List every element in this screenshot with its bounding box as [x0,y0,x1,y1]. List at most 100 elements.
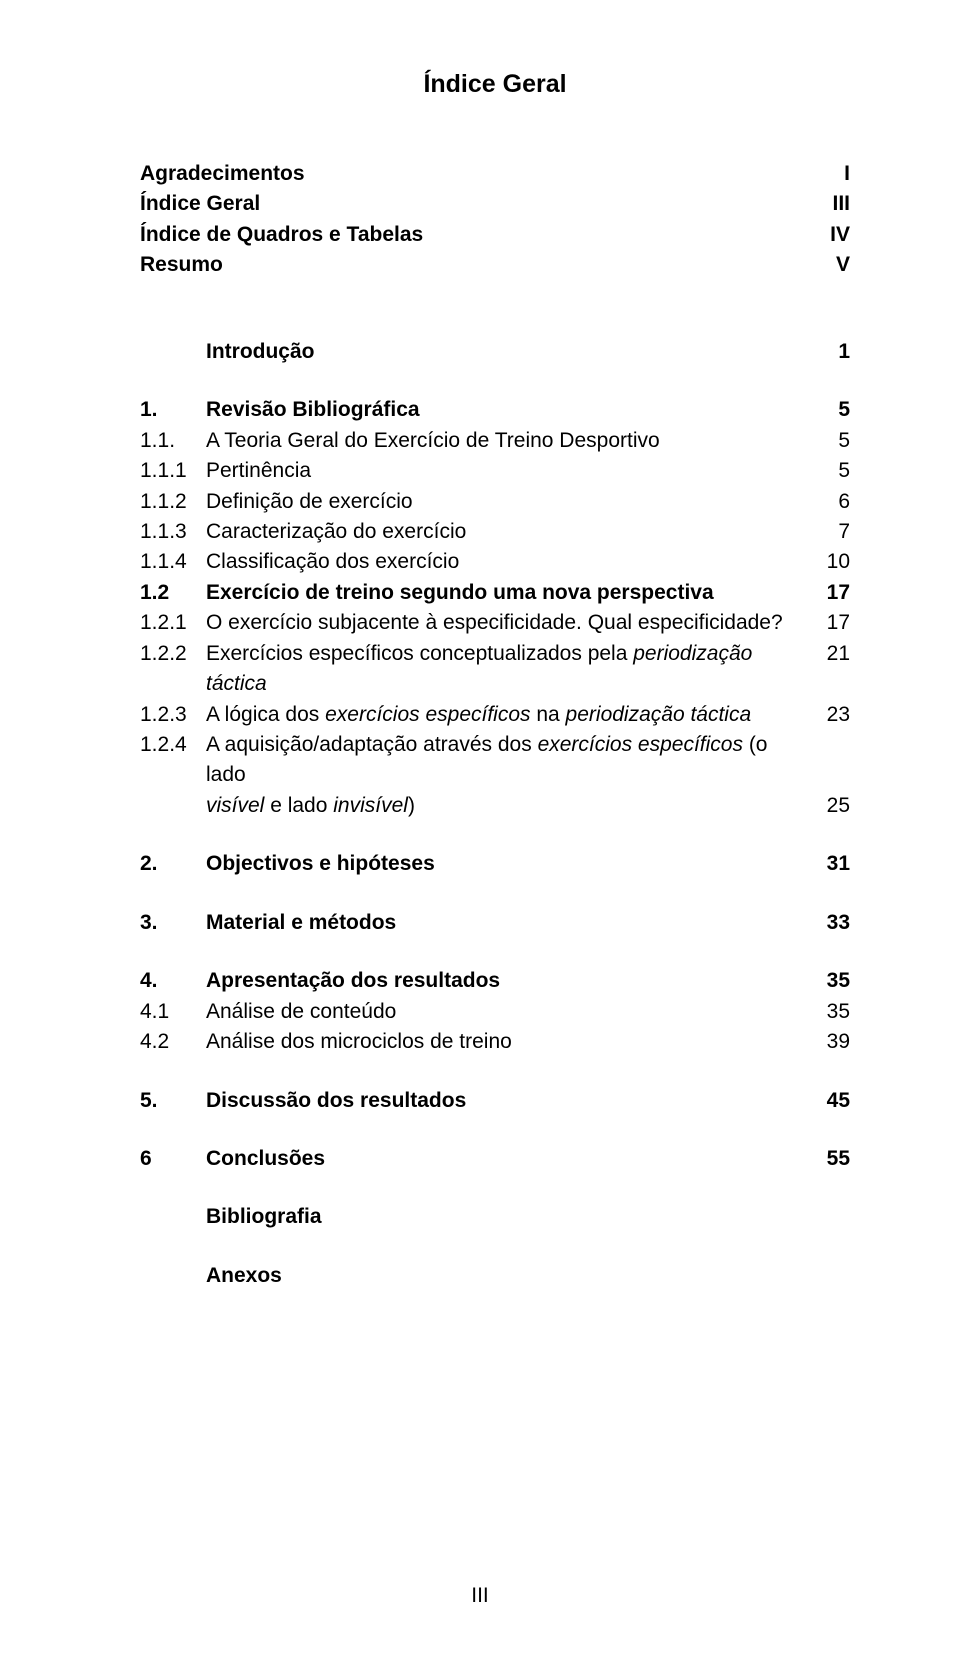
toc-num: 6 [140,1144,206,1174]
toc-label: Exercícios específicos conceptualizados … [206,639,810,700]
toc-label: Agradecimentos [140,159,305,189]
toc-page: 5 [810,395,850,425]
spacer [140,1058,850,1086]
toc-page: 39 [810,1027,850,1057]
toc-page: 10 [810,547,850,577]
toc-label: Discussão dos resultados [206,1086,810,1116]
toc-label: Exercício de treino segundo uma nova per… [206,578,810,608]
toc-num: 1.2.2 [140,639,206,700]
toc-num: 5. [140,1086,206,1116]
toc-row: 5.Discussão dos resultados45 [140,1086,850,1116]
toc-page: V [820,250,850,280]
toc-page: IV [820,220,850,250]
toc-row: 1.Revisão Bibliográfica5 [140,395,850,425]
toc-page: 7 [810,517,850,547]
toc-page: 35 [810,966,850,996]
toc-row-cont: visível e lado invisível)25 [140,791,850,821]
toc-label: Pertinência [206,456,810,486]
toc-num: 1.1.2 [140,487,206,517]
toc-num: 1.2.3 [140,700,206,730]
toc-row: 4.1Análise de conteúdo35 [140,997,850,1027]
toc-label: A lógica dos exercícios específicos na p… [206,700,810,730]
toc-row: Índice Geral III [140,189,850,219]
toc-page: 6 [810,487,850,517]
toc-row: 3.Material e métodos33 [140,908,850,938]
toc-page: 33 [810,908,850,938]
toc-page [810,1202,850,1232]
page-number-footer: III [0,1584,960,1608]
page-title: Índice Geral [140,70,850,99]
toc-num: 3. [140,908,206,938]
toc-label: Bibliografia [206,1202,810,1232]
toc-row-conclusions: 6 Conclusões 55 [140,1144,850,1174]
toc-page: III [820,189,850,219]
spacer [140,938,850,966]
toc-num: 1.1.4 [140,547,206,577]
toc-page: 25 [810,791,850,821]
toc-num: 1.2.4 [140,730,206,791]
toc-label: Análise de conteúdo [206,997,810,1027]
toc-row: 1.2.2Exercícios específicos conceptualiz… [140,639,850,700]
toc-after-list: 2.Objectivos e hipóteses31 3.Material e m… [140,849,850,1116]
toc-page: 23 [810,700,850,730]
toc-num [140,337,206,367]
toc-page [810,730,850,791]
toc-num [140,1202,206,1232]
toc-num: 4. [140,966,206,996]
toc-row: 1.2Exercício de treino segundo uma nova … [140,578,850,608]
toc-row: Resumo V [140,250,850,280]
toc-label: Apresentação dos resultados [206,966,810,996]
toc-label: O exercício subjacente à especificidade.… [206,608,810,638]
toc-row-intro: Introdução 1 [140,337,850,367]
spacer [140,880,850,908]
toc-row: 1.2.4A aquisição/adaptação através dos e… [140,730,850,791]
toc-row-annexes: Anexos [140,1261,850,1291]
toc-num: 1.1.3 [140,517,206,547]
toc-label: Classificação dos exercício [206,547,810,577]
toc-label: Conclusões [206,1144,810,1174]
toc-row: 4.2Análise dos microciclos de treino39 [140,1027,850,1057]
toc-label: Anexos [206,1261,810,1291]
toc-row-bibliography: Bibliografia [140,1202,850,1232]
toc-page: 21 [810,639,850,700]
toc-row: 1.1.3Caracterização do exercício7 [140,517,850,547]
toc-num: 4.1 [140,997,206,1027]
toc-label: Índice Geral [140,189,260,219]
toc-label: Revisão Bibliográfica [206,395,810,425]
toc-row: 1.2.3A lógica dos exercícios específicos… [140,700,850,730]
toc-main-list: 1.Revisão Bibliográfica51.1.A Teoria Ger… [140,395,850,821]
toc-label: Análise dos microciclos de treino [206,1027,810,1057]
toc-label: A aquisição/adaptação através dos exercí… [206,730,810,791]
toc-num [140,791,206,821]
toc-label: Caracterização do exercício [206,517,810,547]
spacer [140,1116,850,1144]
toc-page: 1 [810,337,850,367]
toc-row: 2.Objectivos e hipóteses31 [140,849,850,879]
toc-row: 1.1.1Pertinência5 [140,456,850,486]
toc-page: I [820,159,850,189]
spacer [140,821,850,849]
toc-page: 17 [810,608,850,638]
toc-label: Índice de Quadros e Tabelas [140,220,423,250]
spacer [140,367,850,395]
toc-row: Agradecimentos I [140,159,850,189]
toc-page: 35 [810,997,850,1027]
toc-page: 55 [810,1144,850,1174]
toc-row: Índice de Quadros e Tabelas IV [140,220,850,250]
toc-row: 4.Apresentação dos resultados35 [140,966,850,996]
toc-row: 1.2.1O exercício subjacente à especifici… [140,608,850,638]
toc-num: 1.2.1 [140,608,206,638]
toc-num: 1.1. [140,426,206,456]
toc-label: Material e métodos [206,908,810,938]
toc-page: 5 [810,456,850,486]
toc-num: 4.2 [140,1027,206,1057]
spacer [140,1174,850,1202]
toc-num: 2. [140,849,206,879]
toc-label: Objectivos e hipóteses [206,849,810,879]
toc-num [140,1261,206,1291]
toc-label: A Teoria Geral do Exercício de Treino De… [206,426,810,456]
toc-page [810,1261,850,1291]
toc-row: 1.1.4Classificação dos exercício10 [140,547,850,577]
toc-num: 1.2 [140,578,206,608]
toc-page: 31 [810,849,850,879]
